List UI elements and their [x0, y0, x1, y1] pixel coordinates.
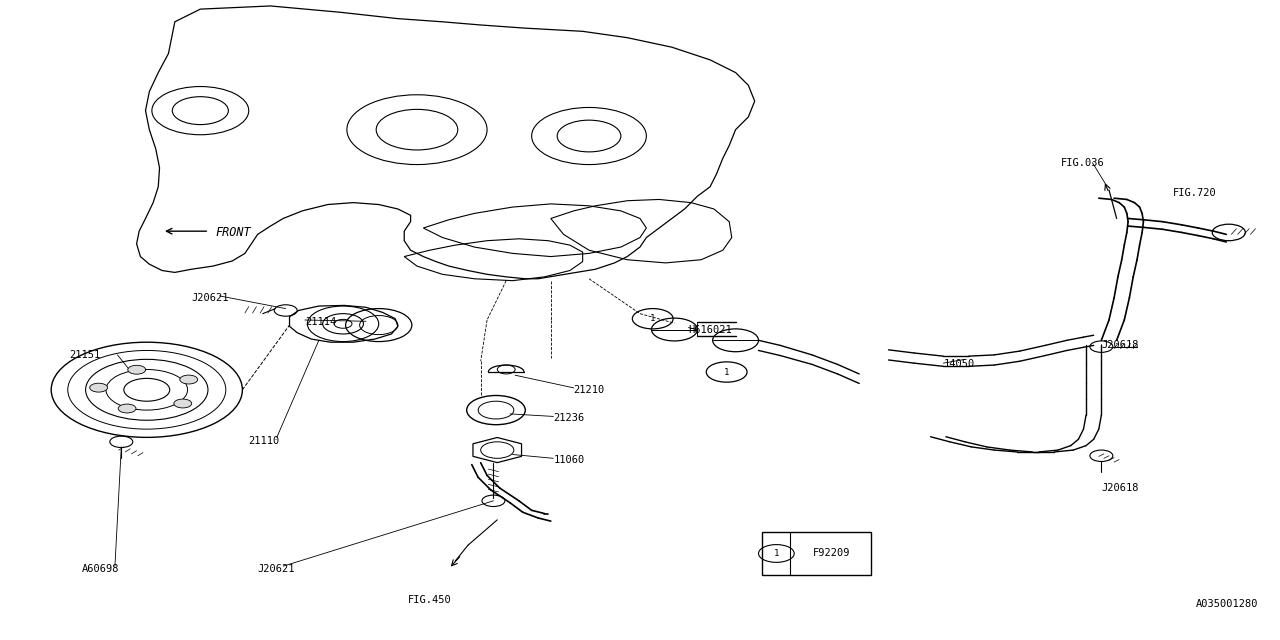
Text: J20621: J20621	[192, 292, 229, 303]
Text: 21210: 21210	[573, 385, 605, 395]
Text: FIG.450: FIG.450	[408, 595, 452, 605]
Circle shape	[128, 365, 146, 374]
Text: J20618: J20618	[1101, 483, 1139, 493]
Text: 21110: 21110	[248, 436, 280, 445]
Circle shape	[90, 383, 108, 392]
Text: F92209: F92209	[813, 548, 850, 559]
Circle shape	[174, 399, 192, 408]
Text: H616021: H616021	[689, 324, 732, 335]
Circle shape	[179, 375, 197, 384]
Text: FIG.036: FIG.036	[1061, 157, 1105, 168]
Text: 1: 1	[724, 367, 730, 376]
Text: 21151: 21151	[69, 350, 100, 360]
Bar	[763, 532, 870, 575]
Text: J20618: J20618	[1101, 340, 1139, 350]
Text: J20621: J20621	[257, 564, 296, 573]
Text: 1: 1	[650, 314, 655, 323]
Circle shape	[118, 404, 136, 413]
Text: FRONT: FRONT	[215, 226, 251, 239]
Text: A60698: A60698	[82, 564, 119, 573]
Text: 11060: 11060	[553, 454, 585, 465]
Text: A035001280: A035001280	[1196, 599, 1258, 609]
Text: 1: 1	[773, 549, 780, 558]
Text: 21114: 21114	[305, 317, 337, 327]
Text: FIG.720: FIG.720	[1172, 188, 1216, 198]
Text: 21236: 21236	[553, 413, 585, 423]
Text: 14050: 14050	[943, 360, 974, 369]
